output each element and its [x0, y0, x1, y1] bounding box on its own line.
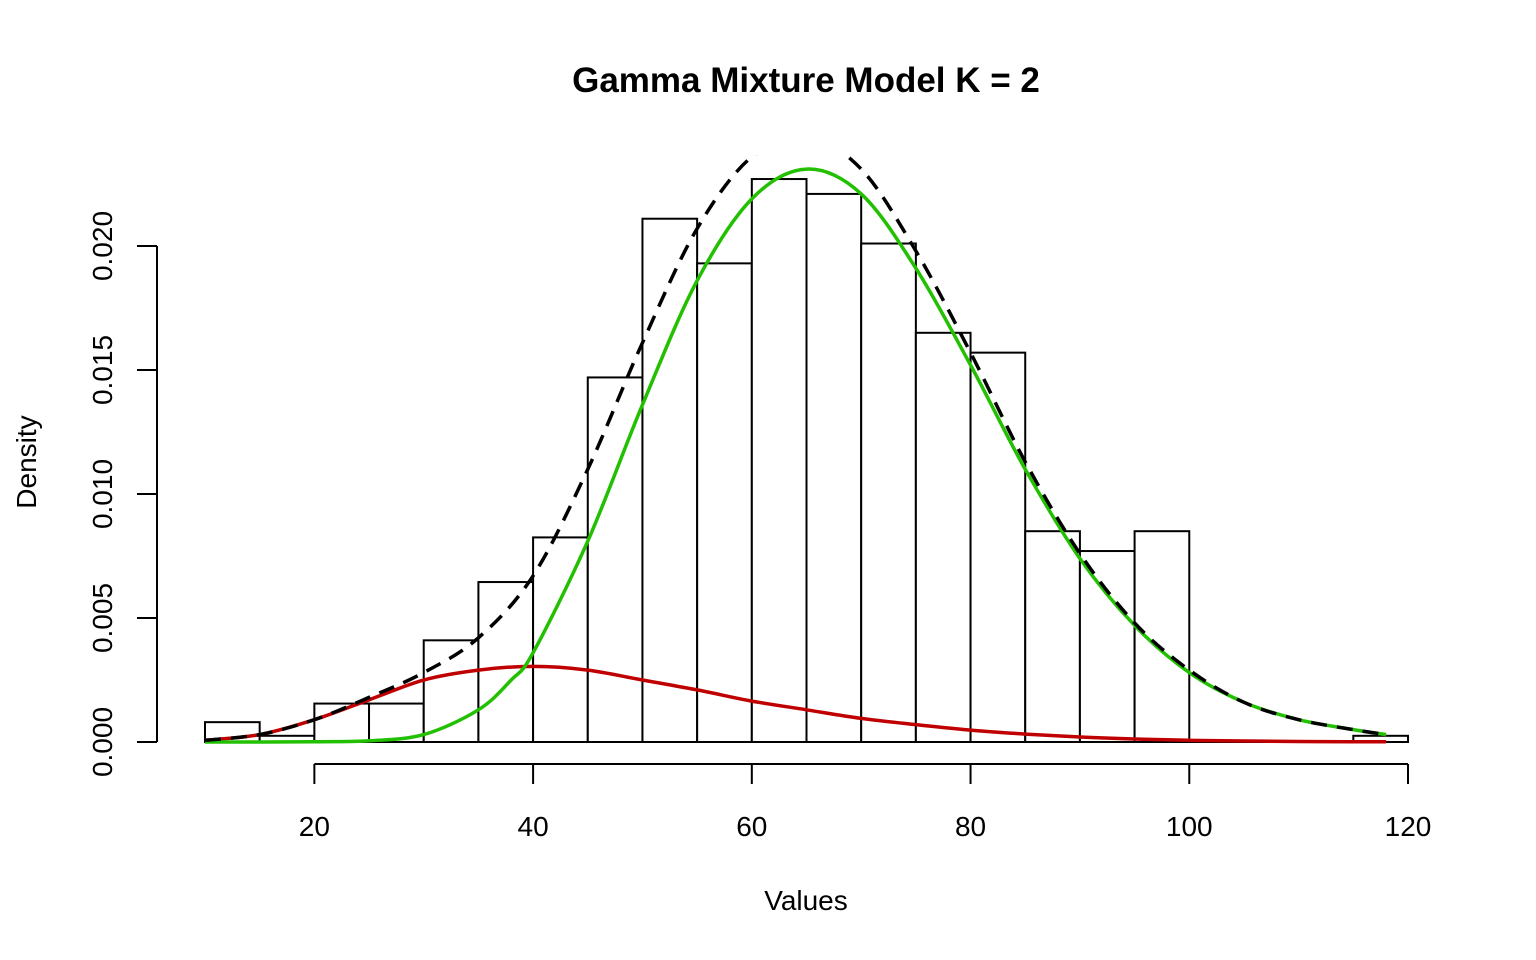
y-tick-label: 0.005 [87, 583, 118, 653]
histogram-bar [914, 331, 972, 743]
histogram-bar [1078, 550, 1136, 743]
x-tick-label: 20 [299, 811, 330, 842]
red-component-curve [204, 664, 1387, 744]
x-tick-label: 40 [518, 811, 549, 842]
y-tick-label: 0.015 [87, 335, 118, 405]
histogram-bar [586, 376, 644, 743]
y-tick-label: 0.010 [87, 459, 118, 529]
histogram-bars [204, 178, 1410, 744]
mixture-density-curve [204, 155, 1387, 743]
x-tick-label: 80 [955, 811, 986, 842]
y-axis-label: Density [11, 415, 42, 508]
y-axis: 0.000 0.005 0.010 0.015 0.020 [87, 211, 158, 777]
histogram-bar [860, 242, 917, 744]
histogram-bar [1133, 530, 1191, 744]
y-tick-label: 0.020 [87, 211, 118, 281]
density-curves [204, 155, 1387, 744]
x-axis-label: Values [764, 885, 848, 916]
x-tick-label: 60 [736, 811, 767, 842]
histogram-bar [477, 581, 535, 743]
x-tick-label: 120 [1385, 811, 1432, 842]
histogram-bar [1024, 530, 1081, 744]
histogram-bar [805, 192, 863, 744]
y-tick-label: 0.000 [87, 707, 118, 777]
chart-title: Gamma Mixture Model K = 2 [572, 61, 1040, 100]
x-axis: 20 40 60 80 100 120 [299, 763, 1432, 842]
histogram-bar [750, 178, 808, 744]
x-tick-label: 100 [1166, 811, 1213, 842]
histogram-bar [696, 262, 753, 743]
green-component-curve [204, 167, 1387, 744]
